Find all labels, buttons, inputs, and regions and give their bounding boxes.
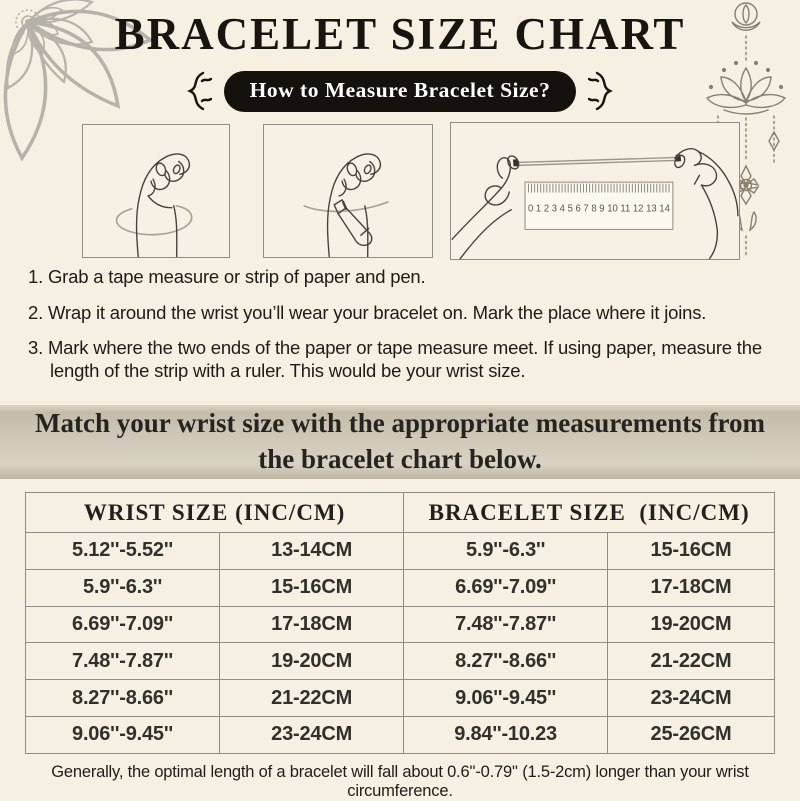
table-row: 6.69''-7.09'' 17-18CM 7.48''-7.87'' 19-2… xyxy=(25,605,776,644)
wrist-cm: 23-24CM xyxy=(218,715,405,754)
wrist-size-header: WRIST SIZE (INC/CM) xyxy=(24,492,405,533)
bracelet-inches: 8.27''-8.66'' xyxy=(403,642,608,681)
measuring-steps: 1. Grab a tape measure or strip of paper… xyxy=(28,266,786,395)
bracelet-inches: 7.48''-7.87'' xyxy=(403,605,608,644)
wrist-inches: 8.27''-8.66'' xyxy=(25,679,220,717)
wrist-inches: 9.06''-9.45'' xyxy=(25,715,220,754)
bracelet-size-header: BRACELET SIZE (INC/CM) xyxy=(403,492,775,533)
curly-flourish-left-icon xyxy=(186,71,212,111)
wrist-cm: 15-16CM xyxy=(218,568,405,607)
measure-header-row: How to Measure Bracelet Size? xyxy=(0,70,800,112)
curly-flourish-right-icon xyxy=(588,71,614,111)
table-row: 8.27''-8.66'' 21-22CM 9.06''-9.45'' 23-2… xyxy=(25,679,776,717)
bracelet-inches: 9.06''-9.45'' xyxy=(403,679,608,717)
page-title: BRACELET SIZE CHART xyxy=(114,9,686,59)
bracelet-cm: 17-18CM xyxy=(606,568,776,607)
bracelet-cm: 19-20CM xyxy=(606,605,776,644)
ruler-numbers: 0 1 2 3 4 5 6 7 8 9 10 11 12 13 14 xyxy=(528,204,670,215)
table-row: 7.48''-7.87'' 19-20CM 8.27''-8.66'' 21-2… xyxy=(25,642,776,681)
wrist-inches: 7.48''-7.87'' xyxy=(25,642,220,681)
bracelet-inches: 9.84''-10.23 xyxy=(403,715,608,754)
table-row: 5.12''-5.52'' 13-14CM 5.9''-6.3'' 15-16C… xyxy=(25,532,776,570)
wrist-inches: 5.9''-6.3'' xyxy=(25,568,220,607)
footer-note: Generally, the optimal length of a brace… xyxy=(51,763,749,800)
step-1: 1. Grab a tape measure or strip of paper… xyxy=(28,266,426,287)
bracelet-cm: 23-24CM xyxy=(606,679,776,717)
how-to-measure-pill-button[interactable]: How to Measure Bracelet Size? xyxy=(223,70,577,112)
wrist-inches: 5.12''-5.52'' xyxy=(25,532,220,570)
step-3: 3. Mark where the two ends of the paper … xyxy=(28,337,762,381)
wrist-inches: 6.69''-7.09'' xyxy=(25,605,220,644)
wrist-cm: 19-20CM xyxy=(218,642,405,681)
bracelet-cm: 15-16CM xyxy=(606,532,776,570)
match-size-banner: Match your wrist size with the appropria… xyxy=(0,405,800,479)
table-row: 9.06''-9.45'' 23-24CM 9.84''-10.23 25-26… xyxy=(25,715,776,754)
size-chart-table: WRIST SIZE (INC/CM) BRACELET SIZE (INC/C… xyxy=(24,492,776,754)
bracelet-inches: 5.9''-6.3'' xyxy=(403,532,608,570)
bracelet-cm: 21-22CM xyxy=(606,642,776,681)
bracelet-cm: 25-26CM xyxy=(606,715,776,754)
wrist-cm: 21-22CM xyxy=(218,679,405,717)
bracelet-inches: 6.69''-7.09'' xyxy=(403,568,608,607)
illustration-wrap-tape-around-wrist xyxy=(82,124,230,258)
table-row: 5.9''-6.3'' 15-16CM 6.69''-7.09'' 17-18C… xyxy=(25,568,776,607)
illustration-mark-wrist-with-pen xyxy=(263,124,433,258)
banner-text: Match your wrist size with the appropria… xyxy=(35,408,765,474)
step-2: 2. Wrap it around the wrist you’ll wear … xyxy=(28,301,707,323)
wrist-cm: 17-18CM xyxy=(218,605,405,644)
illustration-measure-with-ruler: 0 1 2 3 4 5 6 7 8 9 10 11 12 13 14 xyxy=(450,122,740,260)
wrist-cm: 13-14CM xyxy=(218,532,405,570)
table-header-row: WRIST SIZE (INC/CM) BRACELET SIZE (INC/C… xyxy=(24,492,775,533)
